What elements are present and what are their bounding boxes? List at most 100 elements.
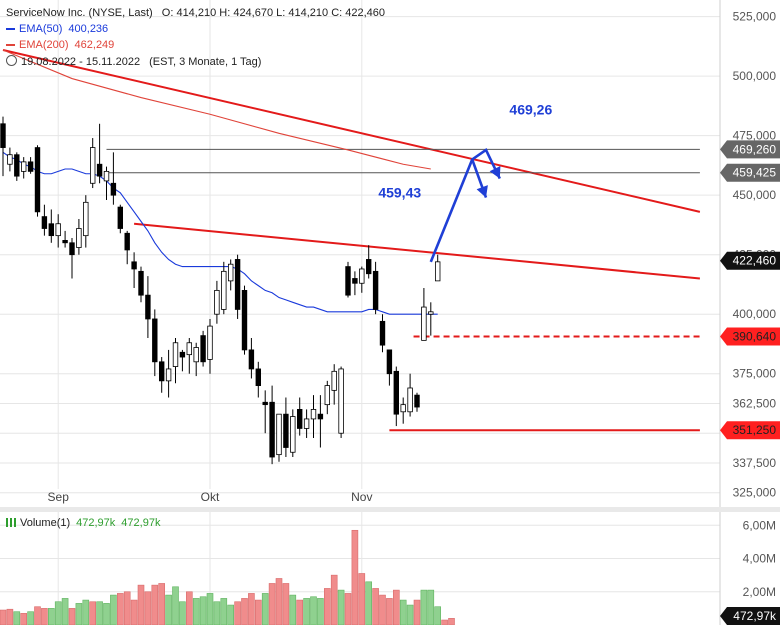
candle	[69, 238, 75, 279]
candle-body	[179, 351, 186, 358]
volume-bar	[158, 583, 165, 625]
time-tick-label: Sep	[48, 490, 70, 504]
candle-body	[434, 261, 441, 282]
candle-body	[276, 413, 282, 456]
price-tick-label: 362,500	[733, 396, 777, 410]
volume-bar	[75, 603, 83, 625]
candle	[110, 152, 117, 205]
candle-body	[241, 289, 248, 351]
price-tag: 351,250	[720, 421, 780, 440]
candle	[117, 204, 123, 234]
volume-bar	[296, 599, 304, 625]
volume-tick-label: 2,00M	[743, 585, 776, 599]
price-tick-label: 525,000	[733, 10, 777, 24]
price-tag-label: 469,260	[733, 142, 777, 156]
candle	[352, 271, 358, 296]
instrument-legend: ServiceNow Inc. (NYSE, Last) O: 414,210 …	[6, 7, 385, 19]
time-tick-label: Nov	[351, 490, 372, 504]
volume-bar	[241, 598, 248, 625]
candle-body	[7, 154, 13, 165]
forecast-arrow	[429, 148, 501, 263]
candle-body	[221, 270, 227, 310]
clock-icon	[6, 55, 17, 66]
ema200-label: EMA(200)	[19, 39, 69, 51]
candle	[62, 230, 68, 248]
candle	[338, 366, 344, 438]
candle-body	[428, 311, 434, 315]
price-tick-label: 400,000	[733, 307, 777, 321]
volume-tick-label: 4,00M	[743, 552, 776, 566]
candle	[227, 259, 234, 291]
forecast-branch	[470, 159, 488, 199]
candle	[186, 338, 192, 374]
volume-bar	[351, 529, 359, 625]
candle-body	[365, 259, 372, 275]
candle	[131, 252, 137, 289]
candle-body	[158, 361, 165, 382]
price-tick-label: 337,500	[733, 456, 777, 470]
candle	[310, 395, 317, 438]
candle-body	[193, 347, 199, 363]
volume-value-1: 472,97k	[76, 517, 116, 529]
trend-line	[2, 49, 701, 213]
volume-bar	[54, 601, 62, 625]
candle	[214, 280, 220, 324]
candle	[90, 138, 96, 189]
candle	[269, 385, 275, 465]
price-tag: 390,640	[720, 327, 780, 346]
candle-body	[110, 182, 117, 196]
candle-body	[262, 401, 268, 406]
volume-bar	[13, 611, 21, 625]
price-tick-label: 375,000	[733, 367, 777, 381]
candle	[138, 266, 144, 303]
range-info: (EST, 3 Monate, 1 Tag)	[149, 56, 262, 68]
candle-body	[0, 123, 6, 148]
candle-body	[214, 289, 220, 315]
volume-bar	[406, 604, 414, 625]
volume-tag-label: 472,97k	[733, 609, 777, 623]
pane-separator	[0, 507, 780, 512]
volume-bar	[110, 594, 117, 625]
volume-bar	[20, 613, 28, 625]
volume-bar	[137, 584, 145, 625]
candle-body	[345, 266, 351, 296]
time-tick-label: Okt	[201, 490, 220, 504]
candle	[76, 218, 82, 255]
price-tag-box	[720, 421, 780, 440]
volume-bar	[448, 618, 455, 625]
volume-legend[interactable]: Volume(1) 472,97k 472,97k	[6, 517, 160, 529]
candle	[248, 338, 255, 379]
volume-bar	[330, 574, 338, 625]
annotations: 459,43 469,26	[378, 101, 552, 200]
candle	[317, 395, 324, 448]
candle-body	[386, 349, 393, 375]
candle-body	[172, 342, 179, 367]
ema50-label: EMA(50)	[19, 23, 63, 35]
ema200-legend[interactable]: EMA(200) 462,249	[6, 39, 114, 51]
volume-bar	[392, 589, 400, 625]
price-tick-label: 450,000	[733, 188, 777, 202]
candle	[158, 357, 165, 393]
volume-bar	[123, 591, 131, 625]
candle-body	[117, 206, 123, 229]
volume-bar	[268, 583, 276, 625]
candle-body	[324, 385, 330, 406]
volume-bar	[386, 598, 393, 625]
ema50-legend[interactable]: EMA(50) 400,236	[6, 23, 108, 35]
volume-bar	[82, 599, 90, 625]
candle	[359, 266, 365, 293]
volume-bar	[165, 594, 172, 625]
volume-tag: 472,97k	[720, 607, 780, 625]
volume-label: Volume(1)	[20, 517, 71, 529]
price-tag: 422,460	[720, 251, 780, 270]
candle	[386, 349, 393, 386]
candle	[393, 366, 399, 427]
candle-body	[165, 368, 172, 382]
volume-bar	[206, 593, 214, 625]
candle	[434, 254, 441, 282]
forecast-path	[429, 148, 501, 263]
price-tag-box	[720, 327, 780, 346]
volume-bar	[47, 608, 55, 625]
candle-body	[14, 154, 20, 177]
